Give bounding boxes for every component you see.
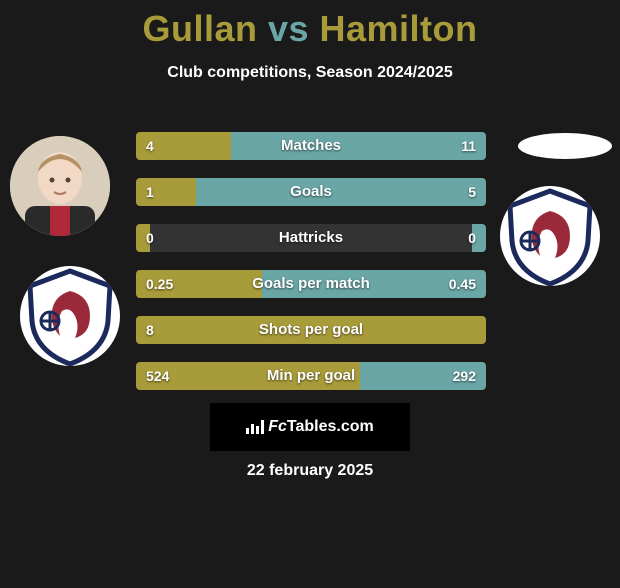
stat-row: Goals1 5 — [136, 178, 486, 206]
stat-label: Min per goal — [136, 362, 486, 390]
date-label: 22 february 2025 — [0, 462, 620, 480]
stat-row: Shots per goal8 — [136, 316, 486, 344]
stat-label: Goals — [136, 178, 486, 206]
page-title: Gullan vs Hamilton — [0, 8, 620, 50]
club-badge-left — [20, 266, 120, 366]
player-right-placeholder — [518, 133, 612, 159]
subtitle: Club competitions, Season 2024/2025 — [0, 64, 620, 82]
brand-text: FcTables.com — [268, 418, 374, 436]
stat-value-left: 0 — [136, 224, 164, 252]
brand-badge: FcTables.com — [210, 403, 410, 451]
stat-value-right: 292 — [443, 362, 486, 390]
chart-icon — [246, 420, 264, 434]
stat-value-right: 11 — [451, 132, 486, 160]
title-right: Hamilton — [320, 8, 478, 49]
stat-row: Matches4 11 — [136, 132, 486, 160]
stat-value-left: 8 — [136, 316, 164, 344]
title-mid: vs — [257, 8, 319, 49]
stat-value-right: 0 — [458, 224, 486, 252]
stat-row: Goals per match0.25 0.45 — [136, 270, 486, 298]
stat-row: Min per goal524 292 — [136, 362, 486, 390]
stat-row: Hattricks0 0 — [136, 224, 486, 252]
stats-container: Matches4 11 Goals1 5 Hattricks0 0 Goals per ma… — [136, 132, 486, 408]
stat-value-left: 0.25 — [136, 270, 183, 298]
title-left: Gullan — [142, 8, 257, 49]
stat-value-left: 1 — [136, 178, 164, 206]
stat-label: Hattricks — [136, 224, 486, 252]
stat-label: Shots per goal — [136, 316, 486, 344]
stat-value-right: 0.45 — [439, 270, 486, 298]
stat-value-left: 4 — [136, 132, 164, 160]
stat-label: Matches — [136, 132, 486, 160]
stat-value-right — [466, 316, 486, 344]
stat-label: Goals per match — [136, 270, 486, 298]
club-badge-right — [500, 186, 600, 286]
player-left-avatar — [10, 136, 110, 236]
stat-value-left: 524 — [136, 362, 179, 390]
stat-value-right: 5 — [458, 178, 486, 206]
